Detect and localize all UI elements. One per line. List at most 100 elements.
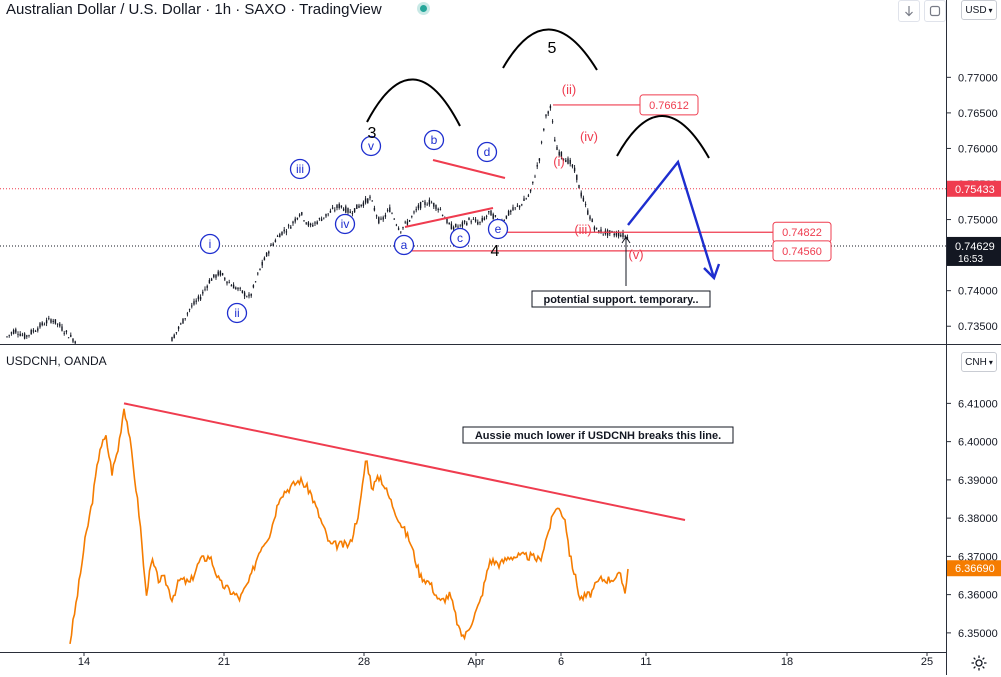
- candle-body: [512, 207, 514, 211]
- x-tick-label: 6: [558, 656, 564, 668]
- candle-body: [265, 252, 268, 257]
- candle-body: [67, 337, 70, 339]
- candle-body: [452, 227, 455, 230]
- candle-body: [488, 210, 490, 213]
- candle-body: [426, 204, 428, 206]
- candle-body: [569, 159, 571, 164]
- candle-body: [193, 301, 195, 305]
- candle-body: [360, 204, 362, 207]
- candle-body: [525, 198, 527, 200]
- wave-label-red: (iii): [574, 222, 591, 237]
- projection-arrowhead: [703, 263, 721, 281]
- candle-body: [171, 337, 173, 342]
- candle-body: [243, 292, 246, 297]
- candle-body: [613, 233, 615, 236]
- dotted-level-label: 0.75433: [955, 184, 995, 196]
- candle-body: [620, 234, 622, 237]
- currency-select-2[interactable]: CNH ▾: [961, 352, 997, 372]
- wave-label-blue: e: [495, 222, 502, 236]
- candle-body: [215, 274, 217, 278]
- y-tick-label-2: 6.36000: [958, 590, 998, 602]
- candle-body: [175, 332, 178, 333]
- wave-circle: [226, 302, 248, 324]
- candle-body: [323, 217, 325, 219]
- candle-body: [54, 319, 57, 324]
- wave-label-blue: d: [484, 145, 491, 159]
- candle-body: [622, 232, 624, 238]
- dotted-level-tag: [947, 180, 1001, 197]
- support-annotation-text: potential support. temporary..: [543, 294, 698, 306]
- candle-body: [285, 231, 288, 233]
- candle-body: [65, 330, 68, 333]
- wave-label-blue: iii: [296, 162, 304, 176]
- candle-body: [43, 324, 46, 326]
- candle-body: [468, 217, 470, 220]
- candle-body: [408, 220, 411, 222]
- candle-body: [226, 281, 228, 284]
- candle-body: [529, 189, 532, 192]
- wave-circle: [289, 158, 311, 180]
- wave-arc: [502, 28, 598, 71]
- wave-circle: [476, 141, 498, 163]
- candle-body: [562, 158, 565, 160]
- last-price-label-2: 6.36690: [955, 563, 995, 575]
- candle-body: [50, 319, 52, 323]
- y-tick-label: 0.73500: [958, 321, 998, 333]
- wave-arc: [366, 78, 461, 127]
- candle-body: [457, 226, 459, 228]
- chevron-down-icon: ▾: [988, 5, 993, 15]
- x-tick-label: 11: [640, 656, 651, 668]
- candle-body: [15, 329, 17, 333]
- wave-label-blue: c: [457, 231, 463, 245]
- candle-body: [419, 202, 422, 209]
- candle-body: [538, 158, 541, 161]
- gear-icon[interactable]: [970, 654, 988, 672]
- candle-body: [371, 200, 373, 202]
- candle-body: [560, 151, 563, 157]
- candle-body: [41, 322, 43, 326]
- candle-body: [384, 215, 387, 217]
- candle-body: [204, 288, 206, 290]
- candle-body: [556, 146, 558, 150]
- candle-body: [72, 338, 74, 342]
- candle-body: [294, 218, 296, 222]
- candle-body: [331, 207, 334, 209]
- candle-body: [413, 211, 415, 213]
- candle-body: [210, 278, 213, 281]
- candle-body: [545, 114, 547, 117]
- candle-body: [74, 341, 76, 344]
- candles-group: [6, 104, 629, 345]
- chevron-down-icon: ▾: [988, 357, 993, 367]
- candle-body: [428, 199, 431, 205]
- trendline: [123, 402, 686, 522]
- candle-body: [578, 185, 580, 189]
- candle-body: [386, 210, 389, 211]
- candle-body: [338, 204, 340, 209]
- candle-body: [8, 334, 10, 336]
- y-tick-label-2: 6.38000: [958, 513, 998, 525]
- x-tick-label: 28: [358, 656, 370, 668]
- usdcnh-annotation-text: Aussie much lower if USDCNH breaks this …: [475, 430, 721, 442]
- candle-body: [12, 330, 15, 334]
- candle-body: [397, 228, 400, 230]
- candle-body: [375, 215, 378, 217]
- candle-body: [259, 268, 261, 271]
- candle-body: [283, 229, 285, 232]
- candle-body: [450, 223, 453, 230]
- fullscreen-icon[interactable]: [924, 0, 946, 22]
- level-box: [639, 94, 699, 116]
- candle-body: [587, 210, 589, 215]
- candle-body: [523, 198, 525, 201]
- candle-body: [367, 198, 369, 203]
- candle-body: [463, 220, 466, 223]
- y-tick-label: 0.76000: [958, 143, 998, 155]
- candle-body: [615, 232, 618, 236]
- candle-body: [325, 213, 327, 217]
- currency-select[interactable]: USD ▾: [961, 0, 997, 20]
- candle-body: [362, 202, 365, 206]
- arrow-down-icon[interactable]: [898, 0, 920, 22]
- projection-path: [627, 159, 716, 279]
- candle-body: [254, 281, 257, 283]
